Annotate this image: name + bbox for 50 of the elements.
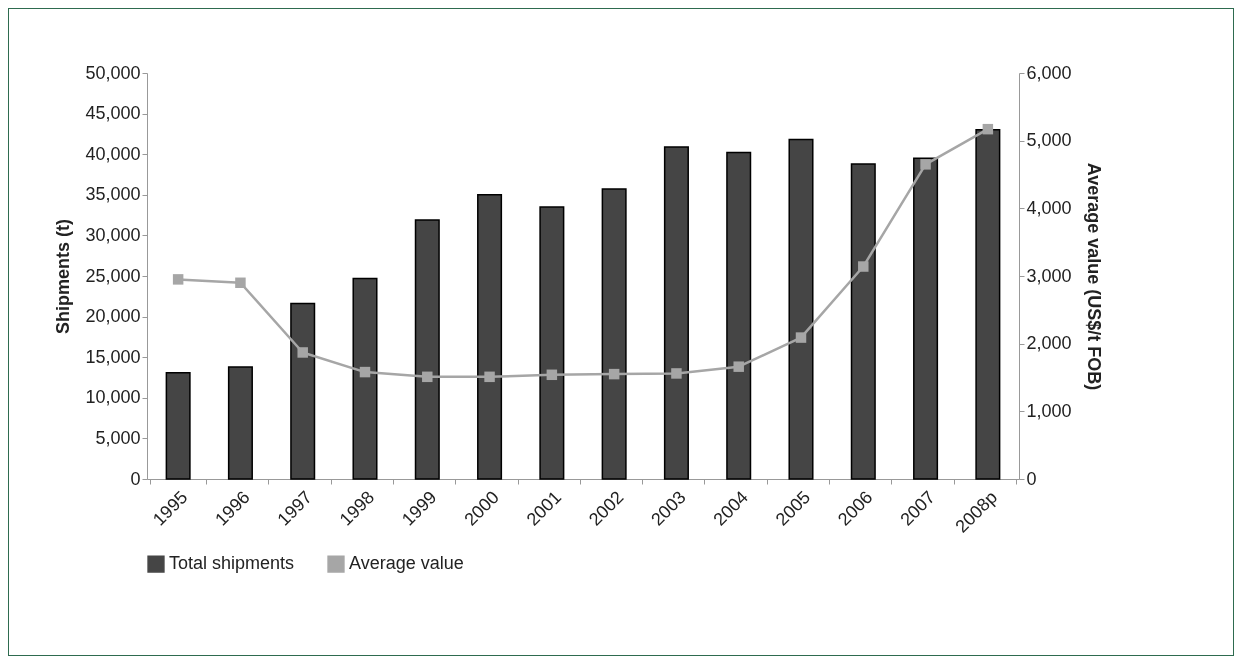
y2-tick-label: 4,000: [1026, 197, 1072, 218]
bar: [850, 163, 876, 480]
point: [546, 369, 558, 381]
y-tick-label: 5,000: [95, 427, 141, 448]
bar: [601, 188, 627, 480]
point: [422, 371, 433, 383]
point: [608, 368, 620, 380]
point: [795, 332, 807, 343]
point: [982, 123, 994, 135]
point: [359, 366, 371, 378]
y-tick-label: 30,000: [85, 224, 141, 245]
bar: [913, 157, 939, 480]
y2-tick-label: 3,000: [1026, 265, 1072, 286]
y-tick-label: 15,000: [85, 346, 141, 367]
bar: [788, 138, 814, 480]
point: [297, 347, 308, 358]
y-tick-label: 10,000: [85, 387, 141, 408]
y2-tick-label: 5,000: [1026, 130, 1072, 151]
y2-tick-label: 6,000: [1026, 62, 1072, 83]
y2-tick-label: 0: [1026, 468, 1037, 489]
point: [235, 277, 246, 289]
point: [733, 361, 744, 372]
y-tick-label: 25,000: [85, 265, 141, 286]
y2-axis-title: Average value (US$/t FOB): [1083, 162, 1104, 391]
y-tick-label: 35,000: [85, 184, 141, 205]
bar: [726, 151, 752, 480]
bar: [414, 219, 440, 480]
point: [484, 371, 495, 383]
y-tick-label: 45,000: [85, 103, 141, 124]
y2-tick-label: 1,000: [1026, 400, 1072, 421]
legend-label: Average value: [349, 553, 464, 574]
bar: [539, 206, 565, 480]
bar: [975, 129, 1001, 480]
point: [920, 159, 931, 170]
point: [858, 261, 869, 272]
y2-tick-label: 2,000: [1026, 333, 1072, 354]
y-tick-label: 50,000: [85, 62, 141, 83]
bar: [227, 366, 253, 480]
bar: [165, 371, 191, 480]
point: [172, 274, 184, 285]
bar: [290, 302, 316, 480]
legend-label: Total shipments: [169, 553, 295, 574]
y-tick-label: 20,000: [85, 306, 141, 327]
bar: [477, 194, 503, 480]
bar: [352, 277, 378, 480]
point: [671, 368, 682, 379]
y-axis-title: Shipments (t): [53, 219, 74, 334]
y-tick-label: 0: [130, 468, 141, 489]
bar: [663, 146, 689, 480]
y-tick-label: 40,000: [85, 143, 141, 164]
